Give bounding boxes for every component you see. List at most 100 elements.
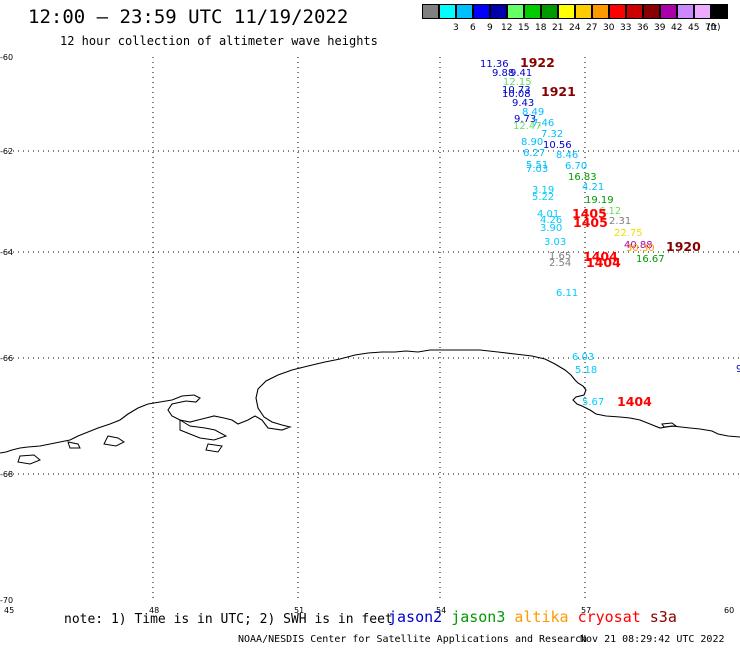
wave-height-value: 16.67 bbox=[636, 254, 665, 265]
satellite-legend: jason2 jason3 altika cryosat s3a bbox=[388, 608, 686, 626]
wave-height-value: 3.90 bbox=[540, 223, 562, 234]
scale-swatch bbox=[677, 4, 694, 19]
scale-unit: (ft) bbox=[707, 23, 721, 33]
wave-height-value: 6.27 bbox=[523, 148, 545, 159]
wave-height-value: 9.73 bbox=[514, 114, 536, 125]
scale-swatch bbox=[473, 4, 490, 19]
wave-height-value: 8.90 bbox=[521, 137, 543, 148]
scale-label: 70 bbox=[705, 23, 717, 33]
scale-swatch bbox=[524, 4, 541, 19]
scale-swatch bbox=[694, 4, 711, 19]
wave-height-value: 2.31 bbox=[609, 216, 631, 227]
wave-height-value: 6.12 bbox=[599, 206, 621, 217]
satellite-name: jason3 bbox=[451, 608, 506, 626]
longitude-label: 57 bbox=[581, 606, 591, 615]
wave-height-value: 5.67 bbox=[582, 397, 604, 408]
wave-height-value: 5.51 bbox=[526, 160, 548, 171]
scale-label: 30 bbox=[603, 23, 615, 33]
satellite-name: jason2 bbox=[388, 608, 443, 626]
credit-text: NOAA/NESDIS Center for Satellite Applica… bbox=[238, 634, 588, 645]
longitude-label: 48 bbox=[149, 606, 159, 615]
scale-swatch bbox=[439, 4, 456, 19]
wave-height-value: 22.75 bbox=[614, 228, 643, 239]
scale-swatch bbox=[592, 4, 609, 19]
scale-label: 12 bbox=[501, 23, 513, 33]
wave-height-value: 9.41 bbox=[510, 68, 532, 79]
scale-swatch bbox=[558, 4, 575, 19]
wave-height-value: 11.36 bbox=[480, 59, 509, 70]
wave-height-value: 1.65 bbox=[549, 251, 571, 262]
pass-time-label: 1921 bbox=[541, 84, 576, 99]
pass-time-label: 1405 bbox=[572, 206, 607, 221]
scale-swatch bbox=[490, 4, 507, 19]
scale-swatch bbox=[626, 4, 643, 19]
scale-label: 42 bbox=[671, 23, 683, 33]
wave-height-value: 40.88 bbox=[624, 240, 653, 251]
satellite-name: altika bbox=[514, 608, 569, 626]
wave-height-value: 5.18 bbox=[575, 365, 597, 376]
scale-swatch bbox=[507, 4, 524, 19]
satellite-name: cryosat bbox=[577, 608, 641, 626]
scale-label: 24 bbox=[569, 23, 581, 33]
latitude-label: -66 bbox=[0, 354, 13, 363]
scale-label: 18 bbox=[535, 23, 547, 33]
scale-label: 9 bbox=[487, 23, 493, 33]
scale-swatch bbox=[541, 4, 558, 19]
longitude-label: 45 bbox=[4, 606, 14, 615]
wave-height-value: 7.32 bbox=[541, 129, 563, 140]
longitude-label: 51 bbox=[294, 606, 304, 615]
graticule bbox=[8, 57, 740, 600]
wave-height-value: 5.22 bbox=[532, 192, 554, 203]
latitude-label: -70 bbox=[0, 596, 13, 605]
longitude-labels: 45 48 51 54 57 60 bbox=[4, 606, 734, 615]
wave-height-value: 3.03 bbox=[544, 237, 566, 248]
wave-height-value: 7.46 bbox=[532, 118, 554, 129]
wave-height-value: 6.03 bbox=[572, 352, 594, 363]
longitude-label: 54 bbox=[436, 606, 446, 615]
wave-height-value: 10.08 bbox=[502, 89, 531, 100]
edge-observation-marker: 9 bbox=[736, 364, 740, 375]
scale-swatch bbox=[456, 4, 473, 19]
scale-label: 3 bbox=[453, 23, 459, 33]
wave-height-value: 2.54 bbox=[549, 258, 571, 269]
scale-label: 39 bbox=[654, 23, 666, 33]
wave-height-value: 4.01 bbox=[537, 209, 559, 220]
latitude-labels: -60 -62 -64 -66 -68 -70 bbox=[0, 53, 13, 605]
pass-time-label: 1922 bbox=[520, 55, 555, 70]
latitude-label: -60 bbox=[0, 53, 13, 62]
pass-time-label: 1920 bbox=[666, 239, 701, 254]
scale-swatch bbox=[609, 4, 626, 19]
wave-height-value: 8.49 bbox=[522, 107, 544, 118]
wave-height-value: 9.43 bbox=[512, 98, 534, 109]
pass-time-label: 1405 bbox=[573, 215, 608, 230]
wave-height-value: 19.19 bbox=[585, 195, 614, 206]
latitude-label: -62 bbox=[0, 147, 13, 156]
longitude-label: 60 bbox=[724, 606, 734, 615]
scale-label: 45 bbox=[688, 23, 700, 33]
scale-swatch bbox=[660, 4, 677, 19]
coastline-islands bbox=[17, 419, 678, 465]
latitude-label: -64 bbox=[0, 248, 13, 257]
map-title: 12:00 – 23:59 UTC 11/19/2022 bbox=[28, 6, 349, 28]
wave-height-value: 16.83 bbox=[568, 172, 597, 183]
pass-time-label: 1404 bbox=[617, 394, 652, 409]
wave-height-observations: 11.369.889.4112.1510.7310.089.438.499.73… bbox=[480, 59, 665, 408]
latitude-label: -68 bbox=[0, 470, 13, 479]
wave-height-value: 10.56 bbox=[543, 140, 572, 151]
wave-height-value: 12.15 bbox=[503, 77, 532, 88]
scale-label: 15 bbox=[518, 23, 530, 33]
wave-height-value: 3.19 bbox=[532, 185, 554, 196]
wave-height-value: 8.46 bbox=[556, 150, 578, 161]
scale-label: 27 bbox=[586, 23, 598, 33]
pass-time-label: 1404 bbox=[583, 249, 618, 264]
wave-height-value: 4.21 bbox=[582, 182, 604, 193]
wave-height-value: 10.73 bbox=[502, 85, 531, 96]
wave-height-value: 9.88 bbox=[492, 68, 514, 79]
wave-height-value: 4.26 bbox=[540, 215, 562, 226]
scale-swatch bbox=[575, 4, 592, 19]
scale-label: 21 bbox=[552, 23, 564, 33]
scale-label: 6 bbox=[470, 23, 476, 33]
units-note: note: 1) Time is in UTC; 2) SWH is in fe… bbox=[64, 612, 393, 627]
